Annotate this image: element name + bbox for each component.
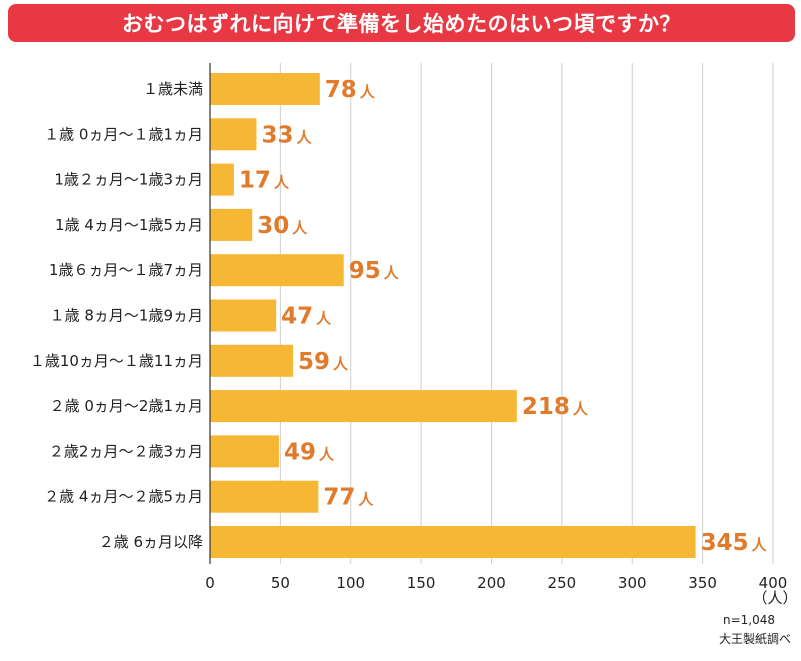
bar xyxy=(210,118,257,151)
category-label: １歳 0ヵ月〜１歳1ヵ月 xyxy=(44,125,203,143)
x-tick-label: 250 xyxy=(548,574,577,592)
data-label-unit: 人 xyxy=(358,491,374,509)
chart-title-banner: おむつはずれに向けて準備をし始めたのはいつ頃ですか？ xyxy=(8,4,795,42)
sample-size-note: n=1,048 xyxy=(722,613,775,627)
data-label-unit: 人 xyxy=(573,400,589,418)
data-label: 33 人 xyxy=(261,122,312,148)
bar xyxy=(210,390,517,423)
x-tick-label: 50 xyxy=(271,574,290,592)
category-label: 1歳 4ヵ月〜1歳5ヵ月 xyxy=(55,216,203,234)
data-label-unit: 人 xyxy=(384,264,400,282)
category-label: ２歳 6ヵ月以降 xyxy=(99,533,203,551)
data-label: 47 人 xyxy=(281,304,332,330)
x-tick-label: 300 xyxy=(618,574,647,592)
data-label: 77 人 xyxy=(323,485,374,511)
x-tick-label: 350 xyxy=(688,574,717,592)
data-label: 95 人 xyxy=(349,258,400,284)
category-label: １歳 8ヵ月〜1歳9ヵ月 xyxy=(50,307,203,325)
category-label: 1歳６ヵ月〜１歳7ヵ月 xyxy=(49,261,203,279)
bar xyxy=(210,480,319,513)
category-label: ２歳 4ヵ月〜２歳5ヵ月 xyxy=(44,488,203,506)
bar xyxy=(210,254,344,287)
category-label: １歳10ヵ月〜１歳11ヵ月 xyxy=(30,352,203,370)
data-label-unit: 人 xyxy=(360,83,376,101)
bar xyxy=(210,526,696,558)
data-label-unit: 人 xyxy=(752,536,768,554)
x-tick-label: 0 xyxy=(205,574,215,592)
data-label: 59 人 xyxy=(298,349,349,375)
data-label-unit: 人 xyxy=(274,174,290,192)
data-label-unit: 人 xyxy=(319,445,335,463)
x-tick-label: 400 xyxy=(759,574,788,592)
bar xyxy=(210,163,234,196)
x-tick-label: 150 xyxy=(407,574,436,592)
category-label: ２歳 0ヵ月〜2歳1ヵ月 xyxy=(50,397,203,415)
data-label-unit: 人 xyxy=(296,128,312,146)
bar xyxy=(210,435,279,468)
data-label-unit: 人 xyxy=(292,219,308,237)
chart-title: おむつはずれに向けて準備をし始めたのはいつ頃ですか？ xyxy=(122,12,681,36)
x-axis-unit-label: （人） xyxy=(752,589,797,607)
x-tick-label: 100 xyxy=(336,574,365,592)
data-label: 17 人 xyxy=(239,168,290,194)
data-label: 218 人 xyxy=(522,394,589,420)
data-label: 345 人 xyxy=(701,530,768,556)
data-label: 78 人 xyxy=(325,77,376,103)
data-label-unit: 人 xyxy=(333,355,349,373)
data-label-unit: 人 xyxy=(316,310,332,328)
data-label: 49 人 xyxy=(284,439,335,465)
bar xyxy=(210,344,294,377)
bar xyxy=(210,208,253,241)
source-note: 大王製紙調べ xyxy=(718,632,791,646)
category-label: ２歳2ヵ月〜２歳3ヵ月 xyxy=(49,442,203,460)
data-label: 30 人 xyxy=(257,213,308,239)
x-tick-label: 200 xyxy=(477,574,506,592)
bar xyxy=(210,299,277,332)
category-label: １歳未満 xyxy=(143,80,203,98)
bar xyxy=(210,73,320,105)
category-label: 1歳２ヵ月〜1歳3ヵ月 xyxy=(54,171,203,189)
